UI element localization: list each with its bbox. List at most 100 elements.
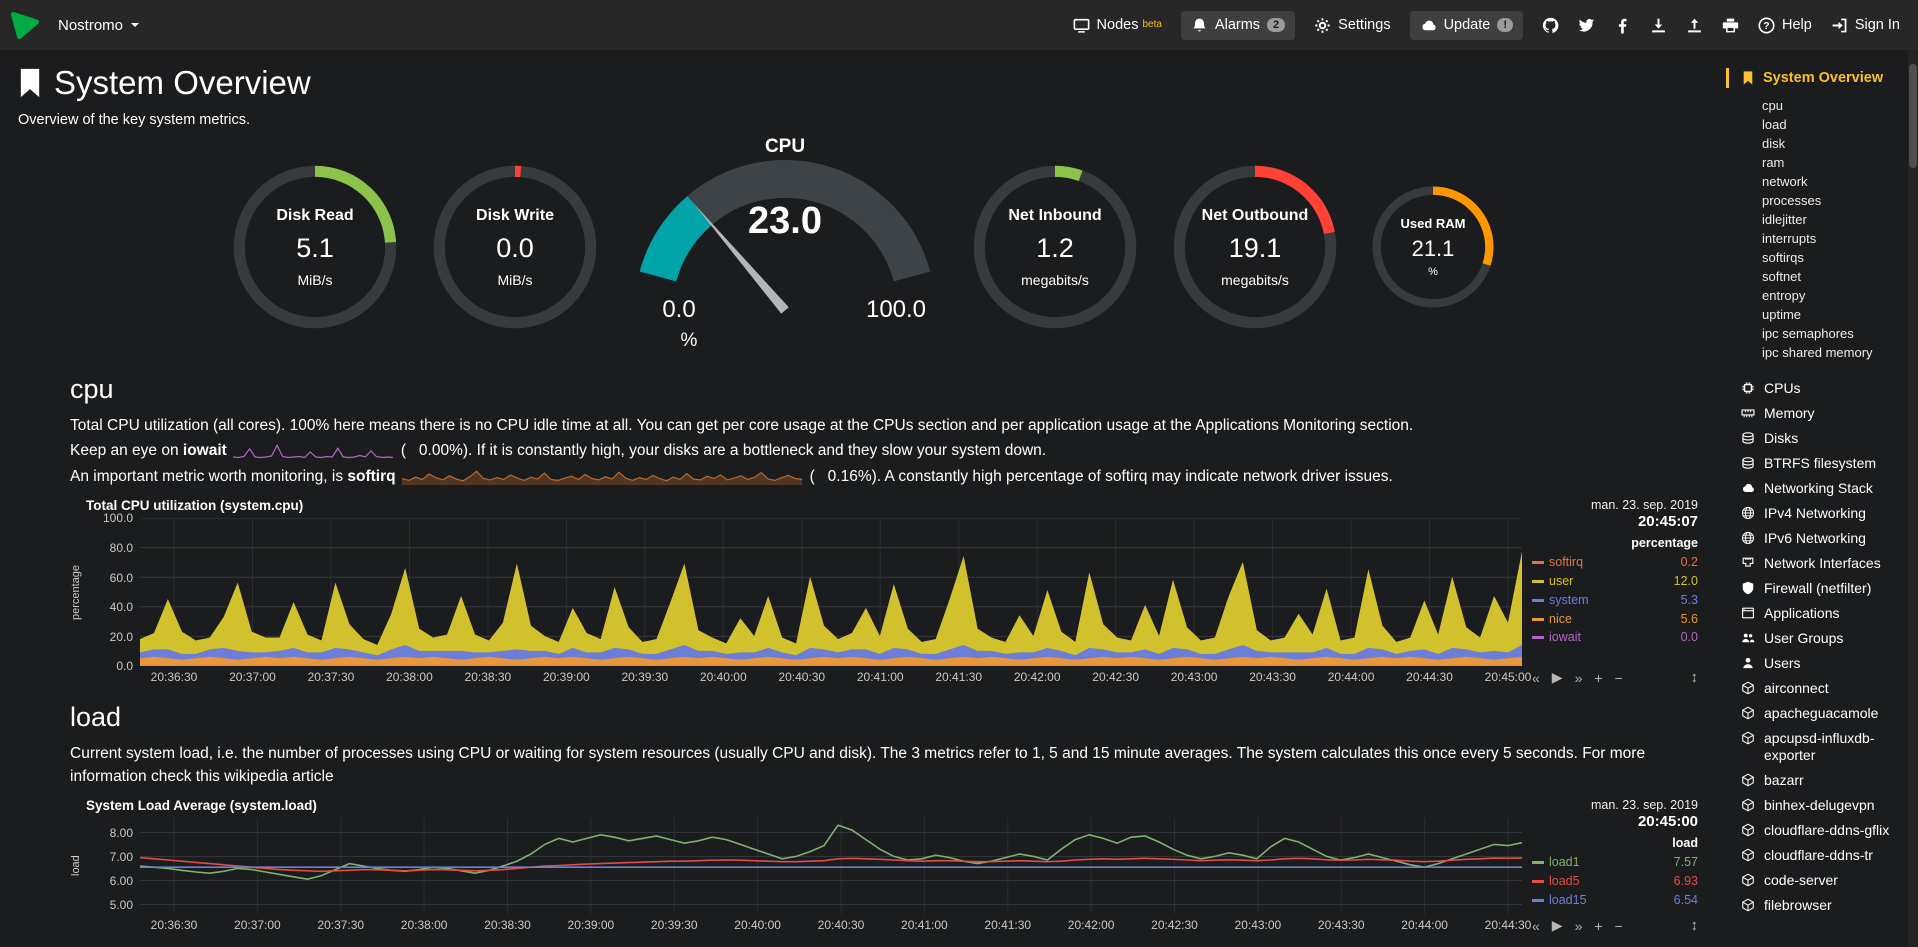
gauge-units: MiB/s bbox=[297, 271, 333, 288]
sidebar-item-apcupsd-influxdb-exporter[interactable]: apcupsd-influxdb-exporter bbox=[1741, 726, 1908, 768]
export-button[interactable] bbox=[1686, 17, 1703, 34]
topbar: Nostromo Nodes beta Alarms 2 Settings Up… bbox=[0, 0, 1918, 50]
sidebar-item-label: Firewall (netfilter) bbox=[1764, 580, 1872, 596]
gauge-disk-read[interactable]: Disk Read 5.1 MiB/s bbox=[229, 161, 401, 333]
github-button[interactable] bbox=[1542, 17, 1559, 34]
scrollbar[interactable] bbox=[1908, 50, 1918, 947]
sidebar-item-filebrowser[interactable]: filebrowser bbox=[1741, 893, 1908, 918]
gauge-disk-write[interactable]: Disk Write 0.0 MiB/s bbox=[429, 161, 601, 333]
alarms-button[interactable]: Alarms 2 bbox=[1180, 10, 1296, 40]
sidebar-item-network-interfaces[interactable]: Network Interfaces bbox=[1741, 551, 1908, 576]
sidebar-sub-item-network[interactable]: network bbox=[1762, 174, 1808, 189]
help-button[interactable]: ? Help bbox=[1758, 16, 1812, 34]
sidebar-item-user-groups[interactable]: User Groups bbox=[1741, 626, 1908, 651]
cube-icon bbox=[1741, 798, 1755, 812]
netdata-logo[interactable] bbox=[10, 10, 40, 40]
zoom-out-button[interactable]: − bbox=[1614, 917, 1623, 934]
sidebar-sub-item-uptime[interactable]: uptime bbox=[1762, 307, 1802, 322]
pan-left-button[interactable]: « bbox=[1532, 917, 1540, 934]
signin-button[interactable]: Sign In bbox=[1831, 17, 1900, 34]
sidebar-sub-item-idlejitter[interactable]: idlejitter bbox=[1762, 212, 1807, 227]
chart-date: man. 23. sep. 2019 bbox=[1590, 498, 1698, 513]
sidebar-item-memory[interactable]: Memory bbox=[1741, 401, 1908, 426]
sidebar-item-ipv4-networking[interactable]: IPv4 Networking bbox=[1741, 501, 1908, 526]
sidebar-item-code-server[interactable]: code-server bbox=[1741, 868, 1908, 893]
legend-entry-load15[interactable]: load15 6.54 bbox=[1532, 891, 1698, 910]
settings-button[interactable]: Settings bbox=[1314, 17, 1391, 34]
legend-entry-softirq[interactable]: softirq 0.2 bbox=[1532, 553, 1698, 572]
chart-plot-area[interactable] bbox=[140, 818, 1522, 915]
nodes-button[interactable]: Nodes beta bbox=[1073, 17, 1162, 34]
pan-right-button[interactable]: » bbox=[1574, 917, 1583, 934]
sidebar-sub-item-interrupts[interactable]: interrupts bbox=[1762, 231, 1817, 246]
sidebar-item-ipv6-networking[interactable]: IPv6 Networking bbox=[1741, 526, 1908, 551]
chart-plot-area[interactable] bbox=[140, 518, 1522, 667]
sidebar-sub-item-cpu[interactable]: cpu bbox=[1762, 98, 1783, 113]
sidebar-item-disks[interactable]: Disks bbox=[1741, 426, 1908, 451]
x-axis-label: 20:39:00 bbox=[542, 670, 590, 685]
twitter-button[interactable] bbox=[1578, 17, 1595, 34]
sidebar-sub-item-ipc-semaphores[interactable]: ipc semaphores bbox=[1762, 326, 1854, 341]
zoom-out-button[interactable]: − bbox=[1614, 669, 1623, 686]
sidebar-sub-item-entropy[interactable]: entropy bbox=[1762, 288, 1806, 303]
sidebar-item-users[interactable]: Users bbox=[1741, 651, 1908, 676]
cloud-icon bbox=[1420, 17, 1437, 34]
sidebar-sub-item-softirqs[interactable]: softirqs bbox=[1762, 250, 1804, 265]
question-icon: ? bbox=[1758, 16, 1775, 34]
legend-entry-load5[interactable]: load5 6.93 bbox=[1532, 872, 1698, 891]
sidebar-item-cpus[interactable]: CPUs bbox=[1741, 376, 1908, 401]
sidebar-item-airconnect[interactable]: airconnect bbox=[1741, 676, 1908, 701]
sidebar-item-label: cloudflare-ddns-gflix bbox=[1764, 822, 1890, 838]
resize-handle[interactable]: ↕ bbox=[1690, 669, 1699, 687]
zoom-in-button[interactable]: + bbox=[1594, 669, 1603, 686]
resize-handle[interactable]: ↕ bbox=[1690, 917, 1699, 935]
sidebar-item-cloudflare-ddns-tr[interactable]: cloudflare-ddns-tr bbox=[1741, 843, 1908, 868]
gauge-net-inbound[interactable]: Net Inbound 1.2 megabits/s bbox=[969, 161, 1141, 333]
sidebar-item-label: User Groups bbox=[1764, 630, 1844, 646]
node-selector[interactable]: Nostromo bbox=[52, 16, 147, 35]
sidebar-item-firewall-netfilter-[interactable]: Firewall (netfilter) bbox=[1741, 576, 1908, 601]
sidebar-item-binhex-delugevpn[interactable]: binhex-delugevpn bbox=[1741, 793, 1908, 818]
sidebar-item-cloudflare-ddns-gflix[interactable]: cloudflare-ddns-gflix bbox=[1741, 818, 1908, 843]
facebook-button[interactable] bbox=[1614, 17, 1631, 34]
legend-entry-load1[interactable]: load1 7.57 bbox=[1532, 853, 1698, 872]
sidebar-sub-item-ipc-shared-memory[interactable]: ipc shared memory bbox=[1762, 345, 1873, 360]
print-button[interactable] bbox=[1722, 17, 1739, 34]
gauge-units: % bbox=[680, 330, 698, 351]
sidebar-item-networking-stack[interactable]: Networking Stack bbox=[1741, 476, 1908, 501]
x-axis-label: 20:38:30 bbox=[464, 670, 512, 685]
chart-canvas[interactable] bbox=[140, 818, 1522, 915]
y-axis-label: 20.0 bbox=[109, 629, 133, 644]
sidebar-item-bazarr[interactable]: bazarr bbox=[1741, 768, 1908, 793]
chart-canvas[interactable] bbox=[140, 518, 1522, 667]
play-button[interactable]: ▶ bbox=[1551, 917, 1563, 934]
pan-left-button[interactable]: « bbox=[1532, 669, 1540, 686]
gauge-cpu[interactable]: CPU 23.0 0.0 100.0 % bbox=[629, 136, 941, 358]
sidebar-sub-item-softnet[interactable]: softnet bbox=[1762, 269, 1802, 284]
sidebar-item-label: Networking Stack bbox=[1764, 480, 1873, 496]
legend-entry-iowait[interactable]: iowait 0.0 bbox=[1532, 628, 1698, 647]
sidebar-item-btrfs-filesystem[interactable]: BTRFS filesystem bbox=[1741, 451, 1908, 476]
scrollbar-thumb[interactable] bbox=[1909, 64, 1917, 168]
legend-entry-nice[interactable]: nice 5.6 bbox=[1532, 610, 1698, 629]
legend-swatch bbox=[1532, 861, 1544, 865]
sidebar-sub-item-processes[interactable]: processes bbox=[1762, 193, 1822, 208]
sidebar-item-system-overview[interactable]: System Overview bbox=[1726, 68, 1908, 88]
y-axis-label: 5.00 bbox=[109, 897, 133, 912]
zoom-in-button[interactable]: + bbox=[1594, 917, 1603, 934]
bookmark-icon bbox=[1741, 71, 1755, 85]
gauge-net-outbound[interactable]: Net Outbound 19.1 megabits/s bbox=[1169, 161, 1341, 333]
sidebar-item-apacheguacamole[interactable]: apacheguacamole bbox=[1741, 701, 1908, 726]
import-button[interactable] bbox=[1650, 17, 1667, 34]
legend-entry-user[interactable]: user 12.0 bbox=[1532, 572, 1698, 591]
sidebar-sub-item-ram[interactable]: ram bbox=[1762, 155, 1785, 170]
pan-right-button[interactable]: » bbox=[1574, 669, 1583, 686]
play-button[interactable]: ▶ bbox=[1551, 669, 1563, 686]
sidebar-sub-item-load[interactable]: load bbox=[1762, 117, 1787, 132]
legend-entry-system[interactable]: system 5.3 bbox=[1532, 591, 1698, 610]
sidebar-item-applications[interactable]: Applications bbox=[1741, 601, 1908, 626]
update-button[interactable]: Update ! bbox=[1409, 10, 1524, 40]
sidebar-sub-item-disk[interactable]: disk bbox=[1762, 136, 1786, 151]
softirq-sparkline bbox=[401, 470, 802, 485]
gauge-used-ram[interactable]: Used RAM 21.1 % bbox=[1369, 183, 1497, 311]
